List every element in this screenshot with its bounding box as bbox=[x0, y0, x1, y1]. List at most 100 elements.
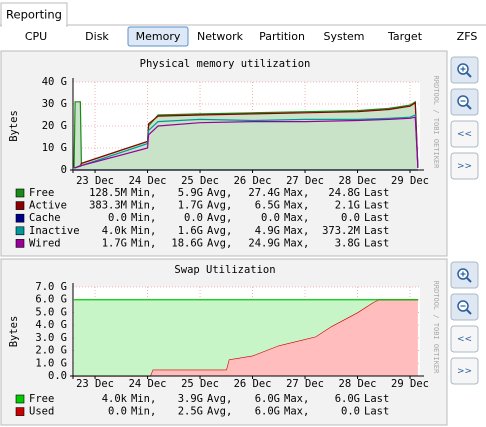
nav-item[interactable]: Memory bbox=[136, 30, 181, 43]
nav-item[interactable]: CPU bbox=[25, 30, 47, 43]
chart-title: Swap Utilization bbox=[174, 264, 275, 276]
legend-column: Avg, bbox=[207, 212, 232, 224]
legend-column: Avg, bbox=[207, 187, 232, 199]
legend-column: Max, bbox=[284, 225, 309, 237]
legend-swatch bbox=[15, 394, 25, 404]
y-tick-label: 2.0 G bbox=[35, 345, 67, 357]
legend-stat: 3.9G bbox=[178, 393, 203, 405]
series-line bbox=[74, 101, 419, 169]
legend-stat: 0.0 bbox=[341, 212, 360, 224]
legend-stat: 18.6G bbox=[171, 237, 203, 249]
legend-column: Last bbox=[364, 393, 389, 405]
x-tick-label: 26 Dec bbox=[234, 175, 272, 187]
nav-selected[interactable] bbox=[127, 26, 189, 47]
legend-swatch bbox=[15, 188, 25, 198]
graph-button[interactable] bbox=[450, 325, 479, 353]
legend-column: Last bbox=[364, 187, 389, 199]
x-tick-label: 28 Dec bbox=[339, 378, 377, 390]
legend-stat: 0.0 bbox=[184, 212, 203, 224]
graph-button[interactable] bbox=[450, 357, 479, 385]
series-line bbox=[73, 100, 419, 168]
x-tick-label: 25 Dec bbox=[181, 378, 219, 390]
y-axis-label: Bytes bbox=[8, 110, 20, 142]
zoom-handle[interactable] bbox=[466, 104, 472, 110]
legend-label: Active bbox=[29, 200, 67, 212]
legend-stat: 373.2M bbox=[322, 225, 360, 237]
graph-button-label[interactable]: >> bbox=[457, 367, 472, 377]
x-tick-label: 27 Dec bbox=[286, 175, 324, 187]
legend-column: Min, bbox=[131, 187, 156, 199]
legend-stat: 128.5M bbox=[89, 187, 127, 199]
y-tick-label: 0 bbox=[61, 164, 67, 176]
x-tick-label: 25 Dec bbox=[181, 175, 219, 187]
nav-item[interactable]: Disk bbox=[85, 30, 109, 43]
legend-label: Free bbox=[29, 393, 54, 405]
chart-title: Physical memory utilization bbox=[140, 58, 311, 70]
legend-column: Last bbox=[364, 406, 389, 418]
legend-column: Min, bbox=[131, 225, 156, 237]
legend-column: Min, bbox=[131, 237, 156, 249]
x-tick-label: 23 Dec bbox=[76, 175, 114, 187]
zoom-handle[interactable] bbox=[466, 309, 472, 315]
legend-column: Max, bbox=[284, 393, 309, 405]
legend-column: Max, bbox=[284, 406, 309, 418]
x-tick-label: 23 Dec bbox=[76, 378, 114, 390]
zoom-handle[interactable] bbox=[466, 72, 472, 78]
legend-stat: 6.5G bbox=[255, 200, 280, 212]
legend-stat: 6.0G bbox=[255, 393, 280, 405]
legend-column: Avg, bbox=[207, 393, 232, 405]
legend-stat: 27.4G bbox=[248, 187, 280, 199]
watermark: RRDTOOL / TOBI OETIKER bbox=[432, 281, 440, 375]
zoom-handle[interactable] bbox=[466, 277, 472, 283]
watermark: RRDTOOL / TOBI OETIKER bbox=[432, 76, 440, 170]
nav-item[interactable]: Partition bbox=[259, 30, 305, 43]
y-axis-label: Bytes bbox=[8, 316, 20, 348]
legend-stat: 1.6G bbox=[178, 225, 203, 237]
legend-label: Cache bbox=[29, 212, 61, 224]
graph-button-label[interactable]: >> bbox=[457, 162, 472, 172]
legend-stat: 0.0 bbox=[261, 212, 280, 224]
x-tick-label: 29 Dec bbox=[391, 378, 429, 390]
y-tick-label: 40 G bbox=[42, 76, 67, 88]
legend-label: Free bbox=[29, 187, 54, 199]
nav-item[interactable]: Target bbox=[387, 30, 423, 43]
nav-item[interactable]: System bbox=[323, 30, 364, 43]
legend-stat: 24.8G bbox=[328, 187, 360, 199]
legend-column: Max, bbox=[284, 212, 309, 224]
y-tick-label: 1.0 G bbox=[35, 357, 67, 369]
series-line bbox=[74, 116, 419, 169]
x-tick-label: 28 Dec bbox=[339, 175, 377, 187]
y-tick-label: 5.0 G bbox=[35, 306, 67, 318]
legend-stat: 383.3M bbox=[89, 200, 127, 212]
legend-column: Min, bbox=[131, 212, 156, 224]
legend-stat: 4.0k bbox=[102, 225, 128, 237]
legend-stat: 0.0 bbox=[108, 406, 127, 418]
legend-column: Avg, bbox=[207, 225, 232, 237]
graph-button[interactable] bbox=[450, 152, 479, 180]
nav-item[interactable]: ZFS bbox=[457, 30, 478, 43]
legend-stat: 0.0 bbox=[108, 212, 127, 224]
x-tick-label: 24 Dec bbox=[129, 175, 167, 187]
y-tick-label: 20 G bbox=[42, 120, 67, 132]
legend-stat: 5.9G bbox=[178, 187, 203, 199]
legend-swatch bbox=[15, 226, 25, 236]
y-tick-label: 0.0 bbox=[48, 370, 67, 382]
legend-stat: 1.7G bbox=[102, 237, 127, 249]
x-tick-label: 29 Dec bbox=[391, 175, 429, 187]
legend-column: Min, bbox=[131, 406, 156, 418]
nav-item[interactable]: Network bbox=[197, 30, 244, 43]
tab-label[interactable]: Reporting bbox=[6, 8, 62, 22]
legend-stat: 2.1G bbox=[335, 200, 360, 212]
x-tick-label: 26 Dec bbox=[234, 378, 272, 390]
legend-label: Used bbox=[29, 406, 54, 418]
graph-button-label[interactable]: << bbox=[457, 335, 472, 345]
y-tick-label: 7.0 G bbox=[35, 281, 67, 293]
graph-button[interactable] bbox=[450, 120, 479, 148]
legend-stat: 1.7G bbox=[178, 200, 203, 212]
legend-stat: 6.0G bbox=[255, 406, 280, 418]
y-tick-label: 10 G bbox=[42, 142, 67, 154]
x-tick-label: 27 Dec bbox=[286, 378, 324, 390]
legend-stat: 4.9G bbox=[255, 225, 280, 237]
graph-button-label[interactable]: << bbox=[457, 130, 472, 140]
